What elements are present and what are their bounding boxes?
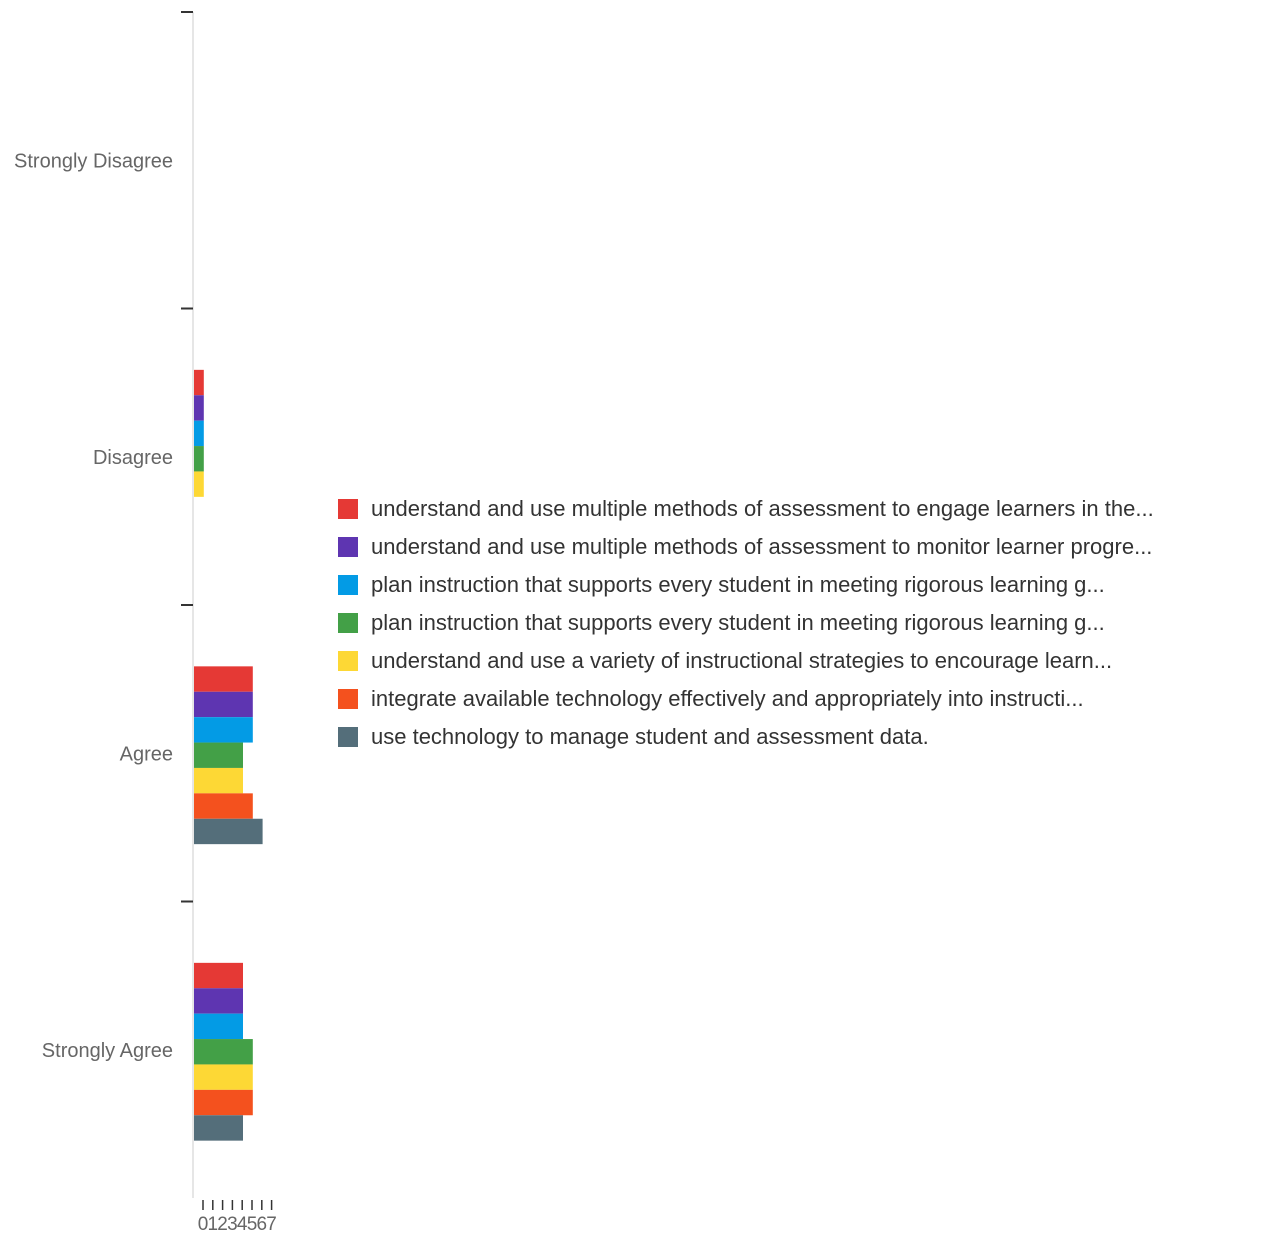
bar bbox=[194, 369, 204, 396]
legend-swatch bbox=[338, 575, 358, 595]
bar bbox=[194, 793, 253, 819]
bar bbox=[194, 666, 253, 692]
value-tick-label: 2 bbox=[217, 1214, 228, 1234]
value-tick-label: 3 bbox=[227, 1214, 238, 1234]
bar bbox=[194, 691, 253, 718]
category-label: Strongly Disagree bbox=[14, 150, 173, 172]
category-label: Agree bbox=[120, 743, 173, 765]
value-tick-label: 0 bbox=[198, 1214, 209, 1234]
bars-group bbox=[194, 369, 263, 1141]
bar bbox=[194, 1115, 243, 1141]
legend-label: use technology to manage student and ass… bbox=[371, 724, 929, 749]
legend-swatch bbox=[338, 727, 358, 747]
bar bbox=[194, 818, 263, 845]
bar bbox=[194, 446, 204, 472]
category-axis: Strongly Disagree Disagree Agree Strongly A… bbox=[14, 11, 194, 1198]
value-tick-label: 4 bbox=[237, 1214, 248, 1234]
legend-item[interactable]: understand and use multiple methods of a… bbox=[338, 490, 1154, 528]
legend-swatch bbox=[338, 651, 358, 671]
value-tick-label: 7 bbox=[266, 1214, 277, 1234]
bar bbox=[194, 962, 243, 989]
legend-item[interactable]: integrate available technology effective… bbox=[338, 680, 1154, 718]
legend-swatch bbox=[338, 689, 358, 709]
legend-label: understand and use multiple methods of a… bbox=[371, 496, 1154, 521]
legend-label: understand and use multiple methods of a… bbox=[371, 534, 1153, 559]
value-tick-label: 5 bbox=[247, 1214, 258, 1234]
category-label: Disagree bbox=[93, 447, 173, 469]
bar bbox=[194, 767, 243, 794]
legend-label: understand and use a variety of instruct… bbox=[371, 648, 1113, 673]
bar bbox=[194, 471, 204, 497]
value-tick-label: 6 bbox=[257, 1214, 268, 1234]
legend: understand and use multiple methods of a… bbox=[338, 490, 1154, 756]
bar bbox=[194, 717, 253, 743]
legend-item[interactable]: use technology to manage student and ass… bbox=[338, 718, 1154, 756]
legend-swatch bbox=[338, 613, 358, 633]
legend-label: plan instruction that supports every stu… bbox=[371, 610, 1105, 635]
bar bbox=[194, 420, 204, 447]
category-label: Strongly Agree bbox=[42, 1040, 173, 1062]
legend-label: integrate available technology effective… bbox=[371, 686, 1084, 711]
legend-item[interactable]: understand and use a variety of instruct… bbox=[338, 642, 1154, 680]
bar bbox=[194, 1064, 253, 1090]
legend-label: plan instruction that supports every stu… bbox=[371, 572, 1105, 597]
bar bbox=[194, 395, 204, 421]
bar bbox=[194, 1089, 253, 1116]
value-tick-label: 1 bbox=[208, 1214, 219, 1234]
legend-item[interactable]: plan instruction that supports every stu… bbox=[338, 566, 1154, 604]
legend-item[interactable]: understand and use multiple methods of a… bbox=[338, 528, 1154, 566]
bar bbox=[194, 1013, 243, 1040]
bar bbox=[194, 742, 243, 768]
legend-swatch bbox=[338, 499, 358, 519]
bar bbox=[194, 1039, 253, 1065]
legend-swatch bbox=[338, 537, 358, 557]
bar bbox=[194, 988, 243, 1014]
legend-item[interactable]: plan instruction that supports every stu… bbox=[338, 604, 1154, 642]
